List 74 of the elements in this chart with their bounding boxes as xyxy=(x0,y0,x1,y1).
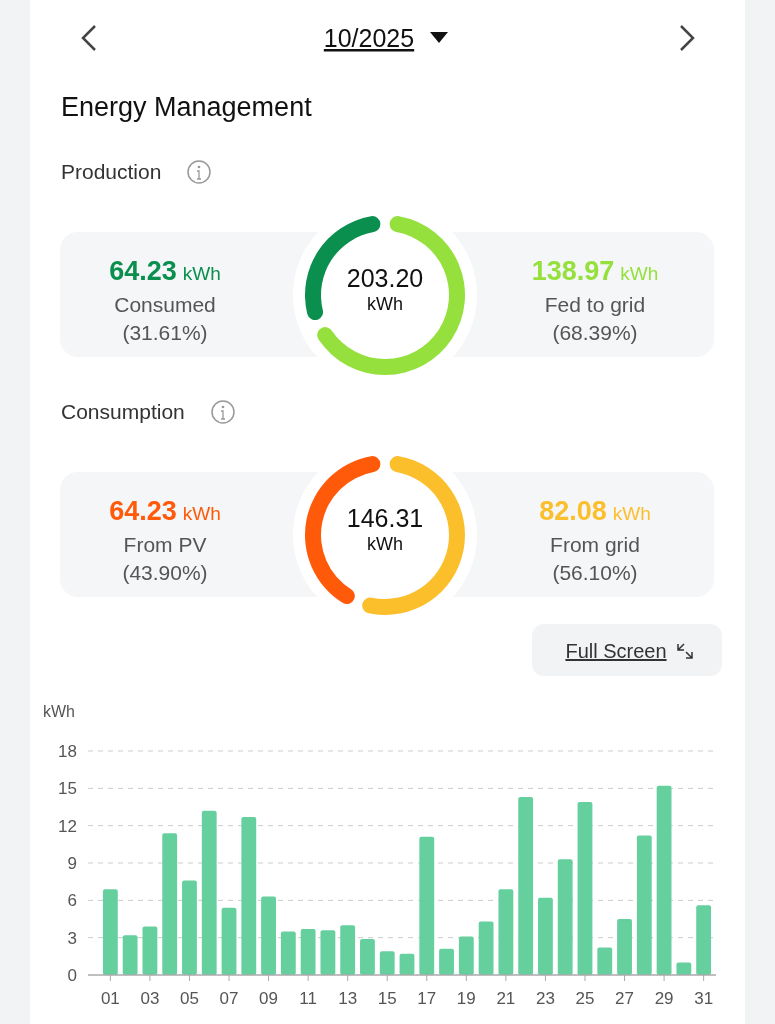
x-tick-label: 11 xyxy=(299,989,317,1008)
y-tick-label: 0 xyxy=(67,966,77,985)
bar xyxy=(261,896,276,975)
bar xyxy=(597,947,613,975)
x-tick-label: 13 xyxy=(338,989,358,1008)
bar xyxy=(241,816,257,975)
bar xyxy=(656,785,672,975)
bar xyxy=(142,926,158,975)
data-label: 64.23 kWh xyxy=(109,496,221,526)
bar xyxy=(320,930,336,975)
y-tick-label: 12 xyxy=(58,816,77,836)
x-tick-label: 15 xyxy=(377,989,397,1008)
bar xyxy=(182,880,197,975)
x-tick-label: 23 xyxy=(535,989,555,1008)
x-tick-label: 17 xyxy=(417,989,437,1008)
bar xyxy=(122,935,138,975)
bar xyxy=(478,921,494,975)
x-tick-label: 25 xyxy=(575,989,595,1008)
bar xyxy=(577,802,593,975)
bar xyxy=(439,948,454,975)
bar xyxy=(498,889,514,975)
bar xyxy=(102,889,118,975)
x-tick-label: 31 xyxy=(694,989,714,1008)
text: Full Screen xyxy=(565,640,667,662)
bar xyxy=(557,859,573,975)
bar xyxy=(696,905,712,975)
text: 10/2025 xyxy=(323,24,415,52)
bar xyxy=(617,919,632,975)
x-tick-label: 27 xyxy=(615,989,634,1008)
x-tick-label: 21 xyxy=(496,989,516,1008)
data-label: 138.97 kWh xyxy=(531,256,659,286)
y-tick-label: 3 xyxy=(67,928,77,948)
bar xyxy=(458,936,474,975)
bar xyxy=(221,907,237,975)
y-tick-label: 9 xyxy=(67,854,77,873)
bar xyxy=(280,931,296,975)
x-tick-label: 19 xyxy=(456,989,476,1008)
x-tick-label: 07 xyxy=(219,989,239,1008)
x-tick-label: 05 xyxy=(180,989,199,1008)
bar xyxy=(300,928,316,975)
text: kWh xyxy=(367,534,403,554)
text: kWh xyxy=(367,294,403,314)
y-tick-label: 18 xyxy=(58,742,77,761)
bar xyxy=(518,797,534,975)
y-axis-title: kWh xyxy=(43,703,75,720)
bar xyxy=(419,836,435,975)
slice-label: From grid xyxy=(550,533,640,556)
x-tick-label: 29 xyxy=(654,989,674,1008)
bar xyxy=(379,951,395,975)
bar xyxy=(538,897,553,975)
bar xyxy=(636,835,652,975)
bar xyxy=(360,938,375,975)
data-label: 82.08 kWh xyxy=(539,496,651,526)
slice-label: From PV xyxy=(123,533,207,556)
text: (68.39%) xyxy=(552,321,638,344)
y-tick-label: 15 xyxy=(58,779,77,799)
text: (43.90%) xyxy=(122,561,208,584)
data-label: 64.23 kWh xyxy=(109,256,221,286)
text: 203.20 xyxy=(346,264,424,292)
bar xyxy=(162,833,178,975)
y-tick-label: 6 xyxy=(67,891,77,911)
text: (31.61%) xyxy=(122,321,208,344)
x-tick-label: 03 xyxy=(140,989,160,1008)
x-tick-label: 01 xyxy=(100,989,120,1008)
slice-label: Fed to grid xyxy=(544,293,646,316)
slice-label: Consumed xyxy=(114,293,216,316)
chart-title: Consumption xyxy=(61,400,185,423)
x-tick-label: 09 xyxy=(259,989,279,1008)
chart-title: Energy Management xyxy=(61,92,313,122)
text: 146.31 xyxy=(346,504,424,532)
chart-subtitle: Production xyxy=(61,160,162,183)
bar xyxy=(201,810,217,975)
bar xyxy=(340,925,356,975)
text: (56.10%) xyxy=(552,561,638,584)
